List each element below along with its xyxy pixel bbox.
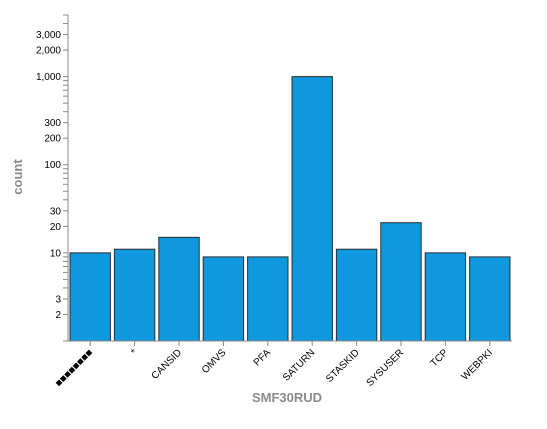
bar	[291, 76, 333, 342]
x-tick-label: SYSUSER	[365, 347, 407, 389]
bar	[247, 256, 289, 342]
bar	[424, 252, 467, 342]
bar	[202, 256, 245, 342]
bar	[335, 248, 378, 342]
bar	[469, 256, 511, 342]
x-tick-label: WEBPKI	[460, 347, 495, 382]
x-tick-label: *	[129, 347, 140, 358]
bar	[158, 236, 200, 342]
y-tick-label: 3,000	[36, 30, 61, 41]
y-tick-label: 200	[44, 134, 61, 145]
x-tick-label: CANSID	[150, 347, 185, 382]
x-tick-label: PFA	[252, 347, 273, 368]
bar	[69, 252, 111, 342]
y-tick-label: 1,000	[36, 72, 61, 83]
bar	[113, 248, 156, 342]
bars	[69, 76, 511, 342]
x-axis: ■■■■■■■■ * CANSID OMVS PFA SATURN STASKID SYSUS…	[53, 340, 512, 389]
y-axis-title: count	[10, 159, 25, 195]
y-tick-label: 10	[50, 248, 62, 259]
y-tick-label: 30	[50, 206, 62, 217]
x-tick-label: TCP	[429, 347, 451, 369]
y-tick-label: 3	[55, 294, 61, 305]
y-tick-label: 300	[44, 118, 61, 129]
y-tick-label: 2	[55, 310, 61, 321]
x-tick-label: OMVS	[200, 347, 229, 376]
x-axis-title: SMF30RUD	[252, 390, 322, 405]
y-axis: 2 3 10 20 30 100 200 300 1,000 2,000 3,000	[36, 14, 69, 342]
x-tick-label: STASKID	[324, 347, 362, 385]
y-tick-label: 100	[44, 160, 61, 171]
y-tick-label: 2,000	[36, 46, 61, 57]
y-tick-label: 20	[50, 222, 62, 233]
x-tick-label: SATURN	[281, 347, 317, 383]
x-tick-label: ■■■■■■■■	[53, 347, 95, 389]
bar	[380, 222, 422, 342]
